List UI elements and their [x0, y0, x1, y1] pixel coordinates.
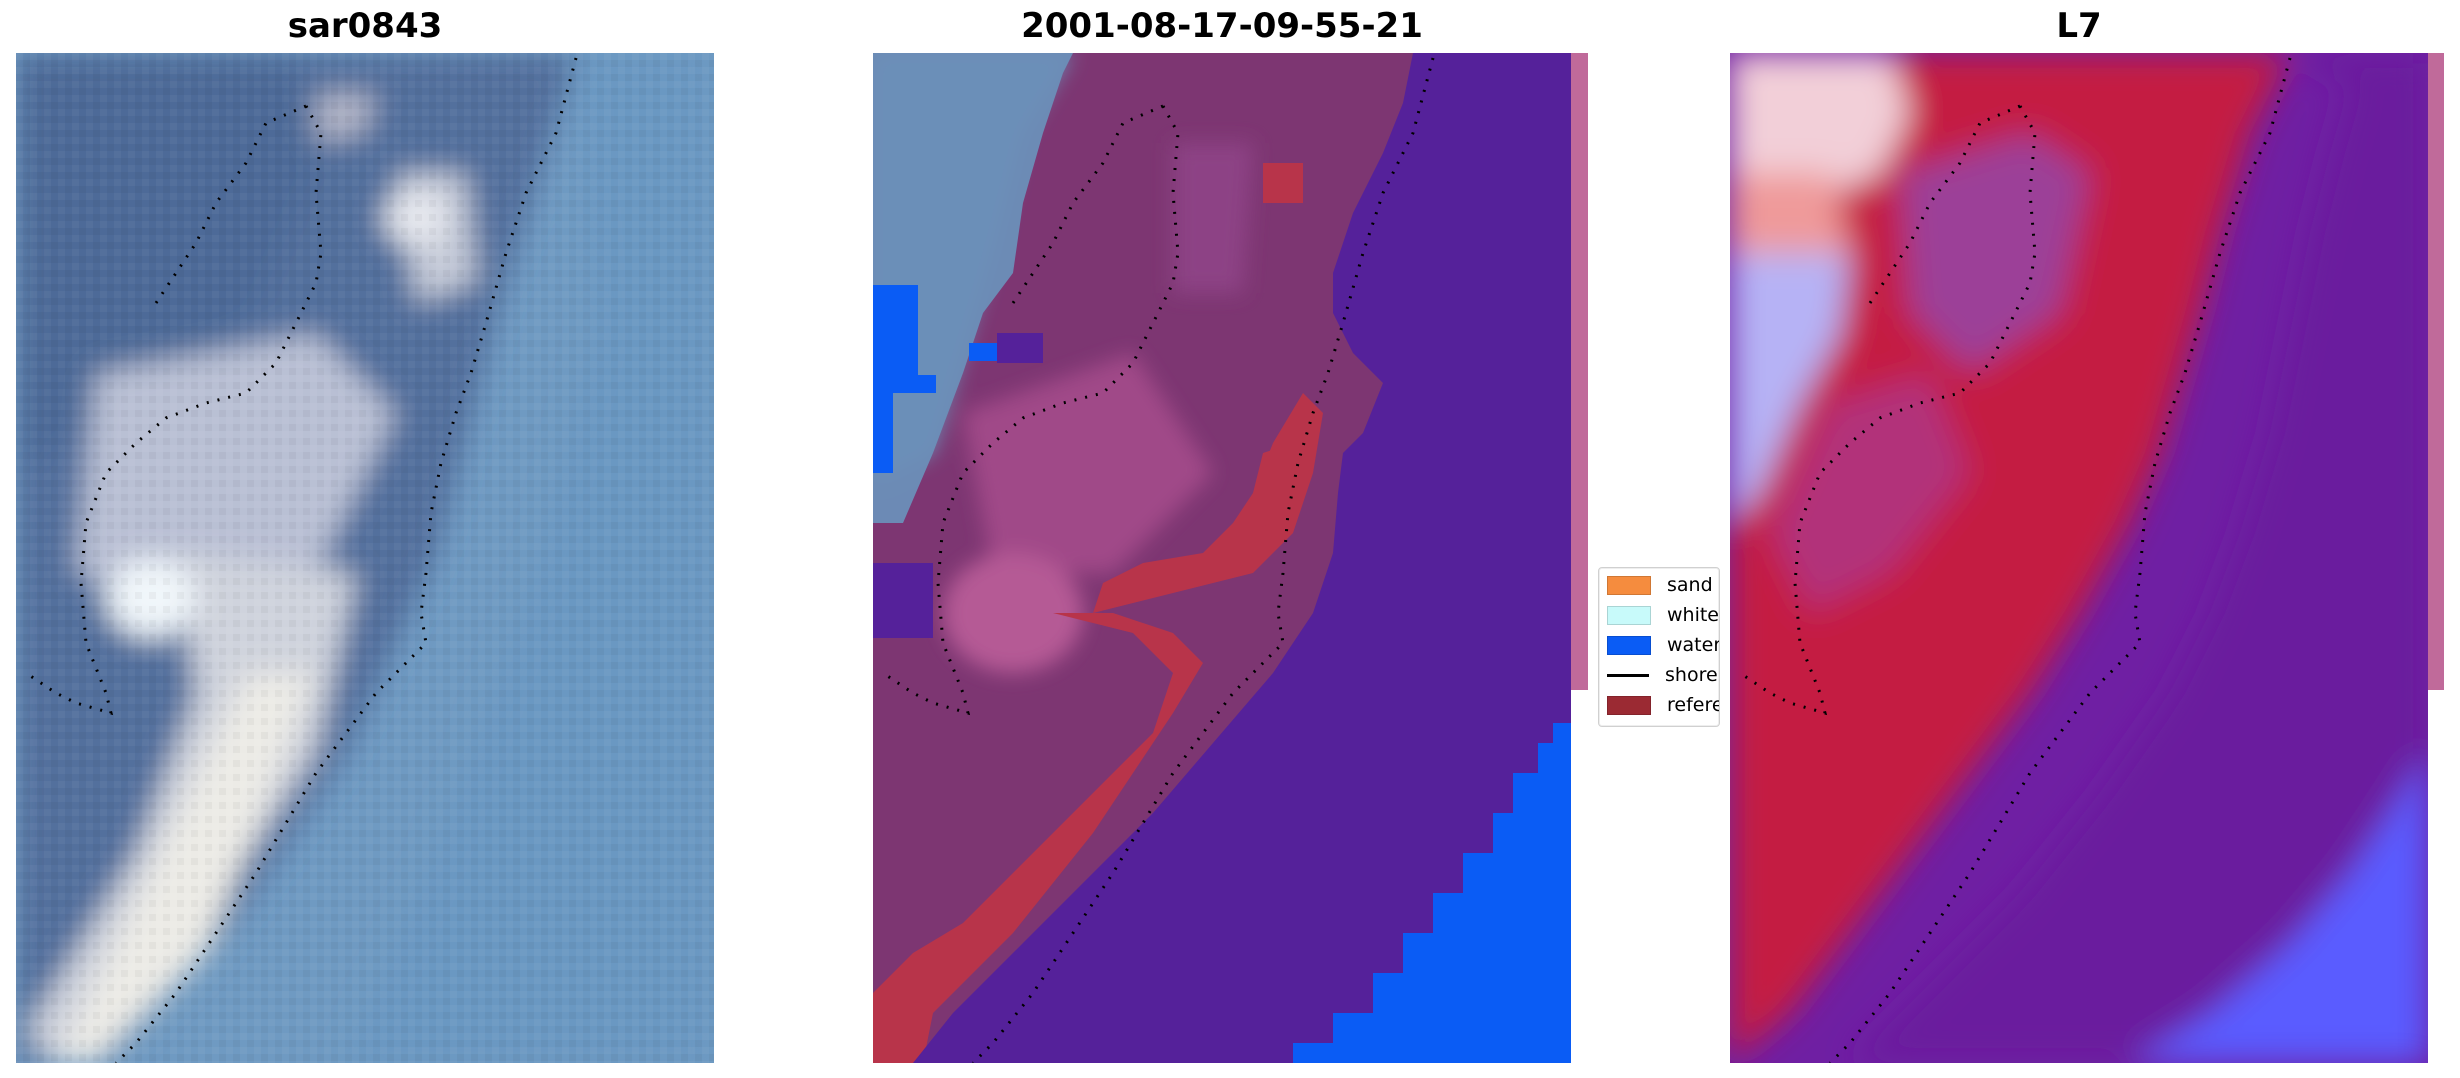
legend-label-shoreline: shorel	[1665, 664, 1720, 686]
panel-title-classified: 2001-08-17-09-55-21	[1021, 6, 1423, 46]
legend-item-reference: referer	[1607, 694, 1719, 716]
legend-label-water: water	[1667, 634, 1720, 656]
classified-image	[873, 53, 1571, 1063]
classified-edge-strip	[1571, 53, 1588, 690]
legend-item-water: water	[1607, 634, 1720, 656]
classified-image-panel	[873, 53, 1571, 1063]
legend-label-sand: sand	[1667, 574, 1713, 596]
legend-swatch-sand	[1607, 575, 1651, 595]
rgb-image	[16, 53, 714, 1063]
legend-label-reference: referer	[1667, 694, 1719, 716]
index-image	[1730, 53, 2428, 1063]
legend-item-shoreline: shorel	[1607, 664, 1720, 686]
panel-title-rgb: sar0843	[287, 6, 443, 46]
panel-title-index: L7	[2056, 6, 2102, 46]
legend-swatch-whitewater	[1607, 605, 1651, 625]
legend-item-sand: sand	[1607, 574, 1713, 596]
legend-swatch-reference	[1607, 695, 1651, 715]
index-edge-strip	[2428, 53, 2444, 690]
index-image-panel	[1730, 53, 2428, 1063]
legend-swatch-water	[1607, 635, 1651, 655]
rgb-image-panel	[16, 53, 714, 1063]
legend-line-shoreline	[1607, 673, 1649, 677]
